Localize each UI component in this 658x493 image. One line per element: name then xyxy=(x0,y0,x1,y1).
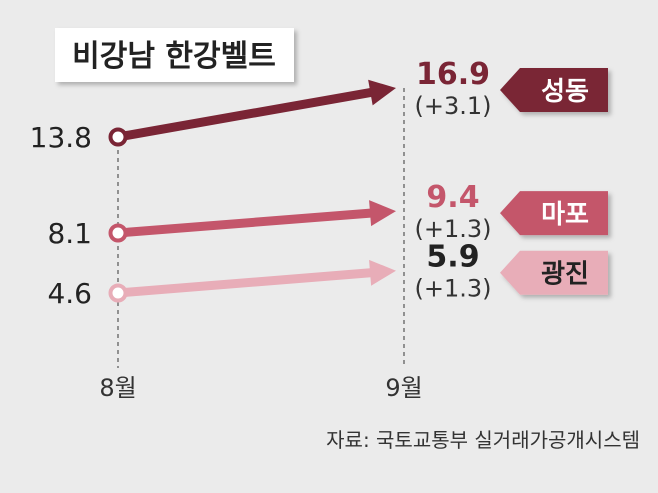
chart-title: 비강남 한강벨트 xyxy=(72,39,276,74)
chart-title-box: 비강남 한강벨트 xyxy=(55,28,294,82)
series-tag-gwangjin xyxy=(500,250,608,295)
start-value-label-seongdong: 13.8 xyxy=(30,121,92,154)
end-value-label-seongdong: 16.9 xyxy=(416,57,490,92)
start-value-label-gwangjin: 4.6 xyxy=(47,277,92,310)
delta-label-mapo: (+1.3) xyxy=(414,215,491,243)
series-gwangjin: 4.6 5.9(+1.3) 광진 xyxy=(47,240,608,310)
arrow-head-mapo xyxy=(369,200,396,227)
arrow-head-gwangjin xyxy=(369,259,396,286)
series-layer: 13.816.9(+3.1) 성동8.19.4(+1.3) 마포4.65.9(+1.… xyxy=(30,57,608,310)
series-name-gwangjin: 광진 xyxy=(541,260,589,290)
arrow-head-seongdong xyxy=(368,79,396,106)
series-name-mapo: 마포 xyxy=(541,200,589,230)
x-tick-label-sep: 9월 xyxy=(385,374,422,402)
series-tag-mapo xyxy=(500,191,608,236)
series-mapo: 8.1 9.4(+1.3) 마포 xyxy=(47,180,608,250)
series-line-gwangjin xyxy=(117,268,373,298)
point-start-seongdong xyxy=(108,127,128,147)
point-start-gwangjin xyxy=(108,283,128,303)
end-value-label-gwangjin: 5.9 xyxy=(426,240,479,275)
series-name-seongdong: 성동 xyxy=(541,77,589,107)
series-tag-seongdong xyxy=(500,68,608,112)
delta-label-gwangjin: (+1.3) xyxy=(414,275,491,303)
x-tick-label-aug: 8월 xyxy=(99,374,136,402)
delta-label-seongdong: (+3.1) xyxy=(414,92,491,120)
start-value-label-mapo: 8.1 xyxy=(47,217,92,250)
series-seongdong: 13.8 16.9(+3.1) 성동 xyxy=(30,57,608,154)
source-note: 자료: 국토교통부 실거래가공개시스템 xyxy=(326,428,640,452)
point-start-mapo xyxy=(108,223,128,243)
series-line-seongdong xyxy=(117,87,374,142)
series-line-mapo xyxy=(117,208,373,238)
end-value-label-mapo: 9.4 xyxy=(426,180,479,215)
